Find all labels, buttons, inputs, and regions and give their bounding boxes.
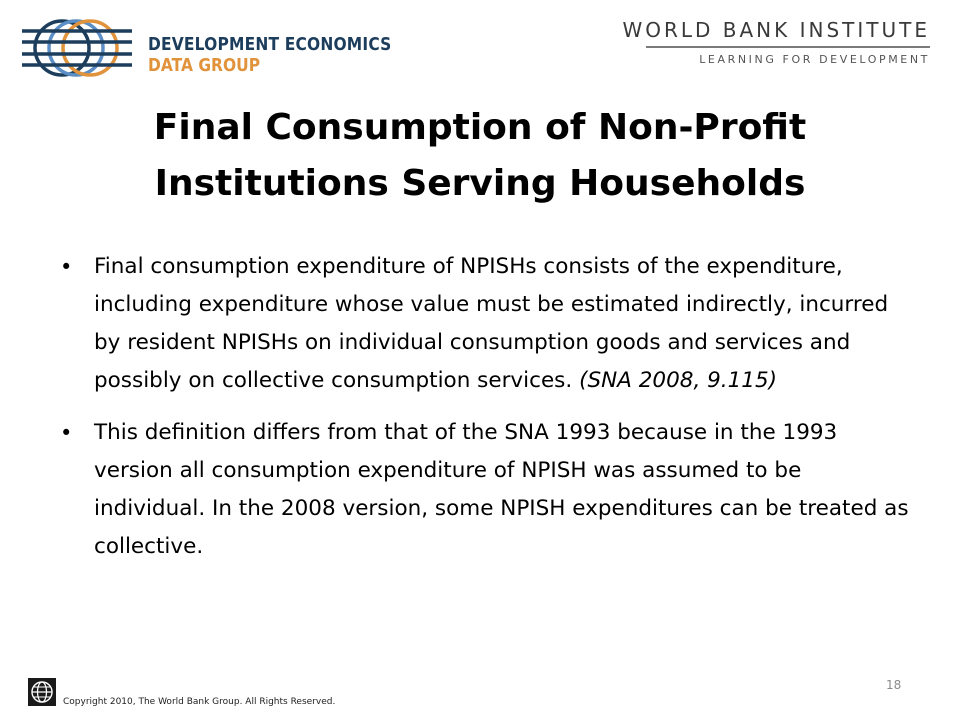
globe-emblem-icon xyxy=(22,19,132,77)
logo-title-line1: DEVELOPMENT ECONOMICS xyxy=(148,34,392,55)
bullet-text: This definition differs from that of the… xyxy=(94,420,909,559)
bullet-item: • This definition differs from that of t… xyxy=(60,414,910,566)
bullet-text: Final consumption expenditure of NPISHs … xyxy=(94,254,889,393)
slide-title-line2: Institutions Serving Households xyxy=(154,163,806,204)
logo-title-line2: DATA GROUP xyxy=(148,55,261,76)
wbi-tagline: LEARNING FOR DEVELOPMENT xyxy=(699,53,930,66)
slide-title: Final Consumption of Non-Profit Institut… xyxy=(60,100,900,212)
wbi-divider xyxy=(646,46,930,48)
bullet-icon: • xyxy=(60,255,73,279)
bullet-icon: • xyxy=(60,421,73,445)
world-bank-globe-icon xyxy=(28,678,56,706)
bullet-citation: (SNA 2008, 9.115) xyxy=(579,368,778,393)
copyright-notice: Copyright 2010, The World Bank Group. Al… xyxy=(63,697,336,707)
slide-title-line1: Final Consumption of Non-Profit xyxy=(153,107,807,148)
page-number: 18 xyxy=(886,678,902,692)
development-economics-logo: DEVELOPMENT ECONOMICS DATA GROUP xyxy=(20,12,391,84)
wbi-name: WORLD BANK INSTITUTE xyxy=(622,18,930,42)
bullet-item: • Final consumption expenditure of NPISH… xyxy=(60,248,910,400)
bullet-list: • Final consumption expenditure of NPISH… xyxy=(60,248,910,580)
world-bank-institute-logo: WORLD BANK INSTITUTE LEARNING FOR DEVELO… xyxy=(622,18,930,66)
